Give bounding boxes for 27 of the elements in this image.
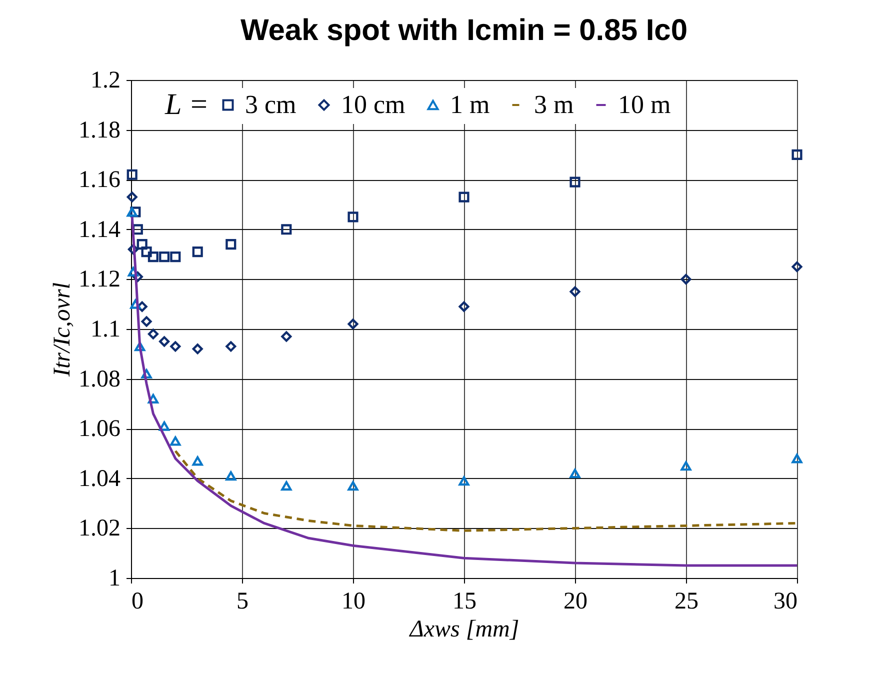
y-tick-label: 1.08 <box>78 366 120 392</box>
legend-label: 3 cm <box>245 90 296 119</box>
y-axis-title: Itr/Ic,ovrl <box>50 282 76 378</box>
legend-label: 10 m <box>618 90 671 119</box>
y-tick-label: 1.04 <box>78 466 120 492</box>
y-tick-label: 1.02 <box>78 516 120 542</box>
x-tick-label: 25 <box>674 588 698 614</box>
x-axis-title: Δxws [mm] <box>408 616 520 642</box>
x-tick-label: 20 <box>564 588 588 614</box>
y-tick-label: 1.12 <box>78 266 120 293</box>
legend-label: 1 m <box>450 90 490 119</box>
legend-label: 3 m <box>534 90 574 119</box>
y-tick-label: 1.1 <box>90 316 120 342</box>
legend-label: 10 cm <box>341 90 406 119</box>
y-tick-label: 1.16 <box>78 167 120 194</box>
x-tick-label: 15 <box>452 588 476 614</box>
y-tick-label: 1.2 <box>90 68 120 94</box>
y-tick-label: 1.06 <box>78 416 120 442</box>
y-tick-label: 1 <box>108 566 120 592</box>
x-tick-label: 10 <box>342 588 366 614</box>
legend-title: L = <box>164 88 209 121</box>
chart-title: Weak spot with Icmin = 0.85 Ic0 <box>240 14 688 47</box>
y-tick-label: 1.14 <box>78 216 120 243</box>
x-tick-label: 30 <box>774 588 798 614</box>
x-tick-label: 5 <box>236 588 248 614</box>
y-tick-label: 1.18 <box>78 117 120 144</box>
x-tick-label: 0 <box>132 588 144 614</box>
